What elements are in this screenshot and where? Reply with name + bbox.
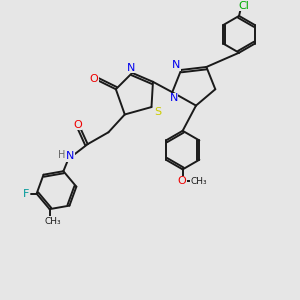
Text: N: N [172,61,180,70]
Text: CH₃: CH₃ [191,177,207,186]
Text: F: F [22,189,29,199]
Text: O: O [177,176,186,186]
Text: Cl: Cl [239,1,250,10]
Text: N: N [127,63,135,73]
Text: O: O [89,74,98,84]
Text: O: O [73,120,82,130]
Text: H: H [58,150,65,161]
Text: N: N [169,93,178,103]
Text: S: S [154,106,162,116]
Text: N: N [66,151,74,161]
Text: CH₃: CH₃ [44,217,61,226]
